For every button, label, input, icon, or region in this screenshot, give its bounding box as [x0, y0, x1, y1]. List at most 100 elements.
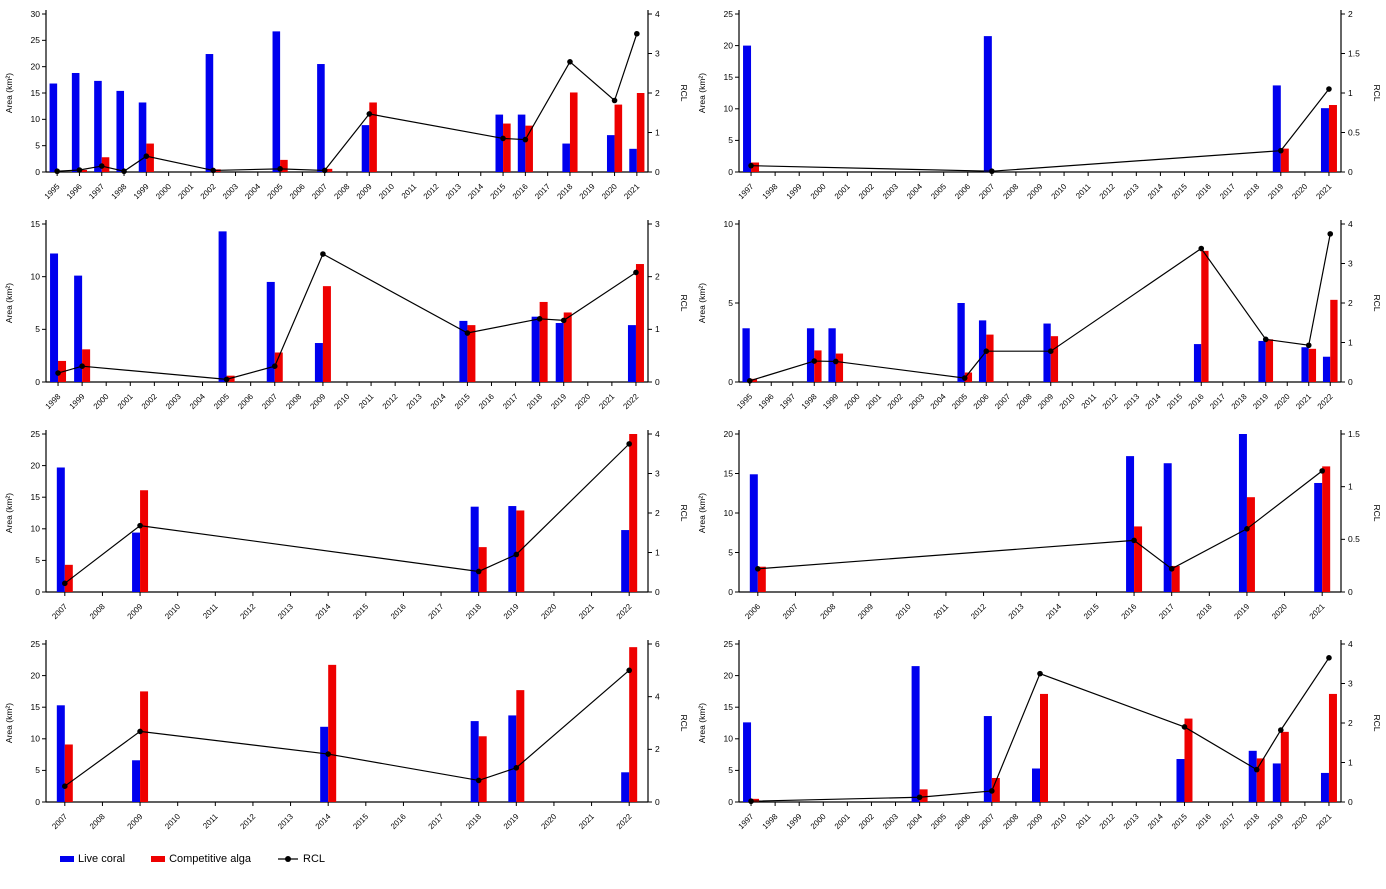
- competitive-alga-bar: [1040, 693, 1048, 802]
- x-axis-year-label: 2014: [466, 182, 485, 201]
- rcl-point: [748, 798, 754, 805]
- x-axis-year-label: 2001: [864, 392, 883, 411]
- rcl-point: [54, 168, 60, 175]
- rcl-point: [989, 168, 995, 175]
- y-axis-tick-label: 5: [35, 324, 40, 334]
- live-coral-bar: [606, 135, 615, 172]
- y2-axis-tick-label: 2: [655, 271, 660, 281]
- live-coral-bar: [266, 281, 275, 382]
- x-axis-year-label: 2012: [1098, 812, 1117, 831]
- x-axis-year-label: 2019: [549, 392, 568, 411]
- rcl-point: [1198, 245, 1205, 252]
- x-axis-year-label: 2010: [1050, 182, 1069, 201]
- x-axis-year-label: 2012: [969, 602, 988, 621]
- y-axis-tick-label: 15: [724, 702, 734, 712]
- y-axis-title: Area (km²): [4, 493, 14, 533]
- rcl-point: [1037, 670, 1043, 677]
- legend-label-competitive-alga: Competitive alga: [169, 853, 252, 865]
- x-axis-year-label: 1996: [757, 392, 776, 411]
- y2-axis-title: RCL: [679, 294, 689, 311]
- rcl-point: [79, 363, 85, 369]
- x-axis-year-label: 2019: [502, 812, 521, 831]
- rcl-point: [321, 167, 328, 174]
- rcl-point: [1278, 727, 1284, 733]
- competitive-alga-bar: [814, 350, 822, 382]
- competitive-alga-bar: [478, 736, 487, 802]
- live-coral-bar: [621, 530, 630, 592]
- rcl-point: [121, 168, 127, 175]
- competitive-alga-bar: [919, 789, 928, 802]
- y2-axis-tick-label: 0: [1348, 797, 1353, 807]
- x-axis-year-label: 2004: [243, 182, 262, 201]
- x-axis-year-label: 2008: [1015, 392, 1034, 411]
- rcl-point: [755, 566, 761, 572]
- x-axis-year-label: 2007: [977, 812, 996, 831]
- x-axis-year-label: 2007: [260, 392, 279, 411]
- x-axis-year-label: 1998: [44, 392, 63, 411]
- rcl-point: [320, 251, 326, 257]
- live-coral-bar: [1238, 434, 1247, 592]
- rcl-point: [611, 97, 618, 104]
- y-axis-tick-label: 20: [724, 670, 734, 680]
- x-axis-year-label: 2018: [464, 812, 483, 831]
- live-coral-bar: [470, 506, 479, 592]
- y2-axis-tick-label: 3: [655, 219, 660, 229]
- x-axis-year-label: 2004: [929, 392, 948, 411]
- x-axis-year-label: 2001: [116, 392, 135, 411]
- rcl-point: [223, 376, 230, 383]
- y-axis-title: Area (km²): [697, 73, 707, 113]
- y2-axis-tick-label: 0: [1348, 167, 1353, 177]
- x-axis-year-label: 2006: [972, 392, 991, 411]
- competitive-alga-bar: [1328, 105, 1337, 172]
- x-axis-year-label: 2003: [164, 392, 183, 411]
- y2-axis-tick-label: 1: [655, 324, 660, 334]
- rcl-point: [464, 330, 471, 336]
- x-axis-year-label: 1999: [785, 812, 804, 831]
- rcl-point: [513, 764, 520, 771]
- competitive-alga-swatch-icon: [151, 856, 166, 862]
- x-axis-year-label: 2007: [993, 392, 1012, 411]
- live-coral-bar: [1126, 456, 1135, 592]
- x-axis-year-label: 2002: [857, 182, 876, 201]
- rcl-point: [1278, 147, 1284, 154]
- y-axis-tick-label: 5: [728, 135, 733, 145]
- y-axis-tick-label: 20: [31, 460, 41, 470]
- x-axis-year-label: 2008: [1001, 812, 1020, 831]
- competitive-alga-bar: [64, 564, 73, 592]
- x-axis-year-label: 2019: [1266, 182, 1285, 201]
- x-axis-year-label: 2013: [1007, 602, 1026, 621]
- y2-axis-tick-label: 0: [1348, 587, 1353, 597]
- y-axis-tick-label: 10: [31, 271, 41, 281]
- y-axis-tick-label: 0: [728, 587, 733, 597]
- y2-axis-tick-label: 1: [1348, 337, 1353, 347]
- live-coral-bar: [272, 31, 281, 172]
- y2-axis-tick-label: 1: [655, 127, 660, 137]
- competitive-alga-bar: [1280, 148, 1289, 172]
- x-axis-year-label: 2007: [310, 182, 329, 201]
- rcl-point: [1262, 336, 1269, 343]
- live-coral-bar: [132, 760, 141, 802]
- x-axis-year-label: 2002: [857, 812, 876, 831]
- x-axis-year-label: 1995: [735, 392, 754, 411]
- rcl-point: [983, 348, 990, 354]
- competitive-alga-bar: [322, 286, 331, 382]
- competitive-alga-bar: [635, 264, 644, 382]
- x-axis-year-label: 2002: [199, 182, 218, 201]
- y2-axis-tick-label: 1: [1348, 88, 1353, 98]
- competitive-alga-bar: [636, 93, 645, 172]
- x-axis-year-label: 2005: [929, 812, 948, 831]
- live-coral-bar: [74, 275, 83, 382]
- x-axis-year-label: 2006: [953, 182, 972, 201]
- x-axis-year-label: 2014: [314, 812, 333, 831]
- x-axis-year-label: 1998: [800, 392, 819, 411]
- x-axis-year-label: 1997: [737, 182, 756, 201]
- y-axis-tick-label: 10: [31, 734, 41, 744]
- live-coral-bar: [749, 474, 758, 592]
- chart-panel-2: 0 5 10 15 20 25 0 0.5 1 1.5 2 1997 1998 1999 2000 2001 2…: [693, 0, 1386, 210]
- y-axis-tick-label: 5: [728, 547, 733, 557]
- x-axis-year-label: 2018: [1230, 392, 1249, 411]
- x-axis-year-label: 2010: [1050, 812, 1069, 831]
- x-axis-year-label: 2001: [833, 812, 852, 831]
- x-axis-year-label: 2008: [88, 602, 107, 621]
- legend-label-live-coral: Live coral: [78, 853, 126, 865]
